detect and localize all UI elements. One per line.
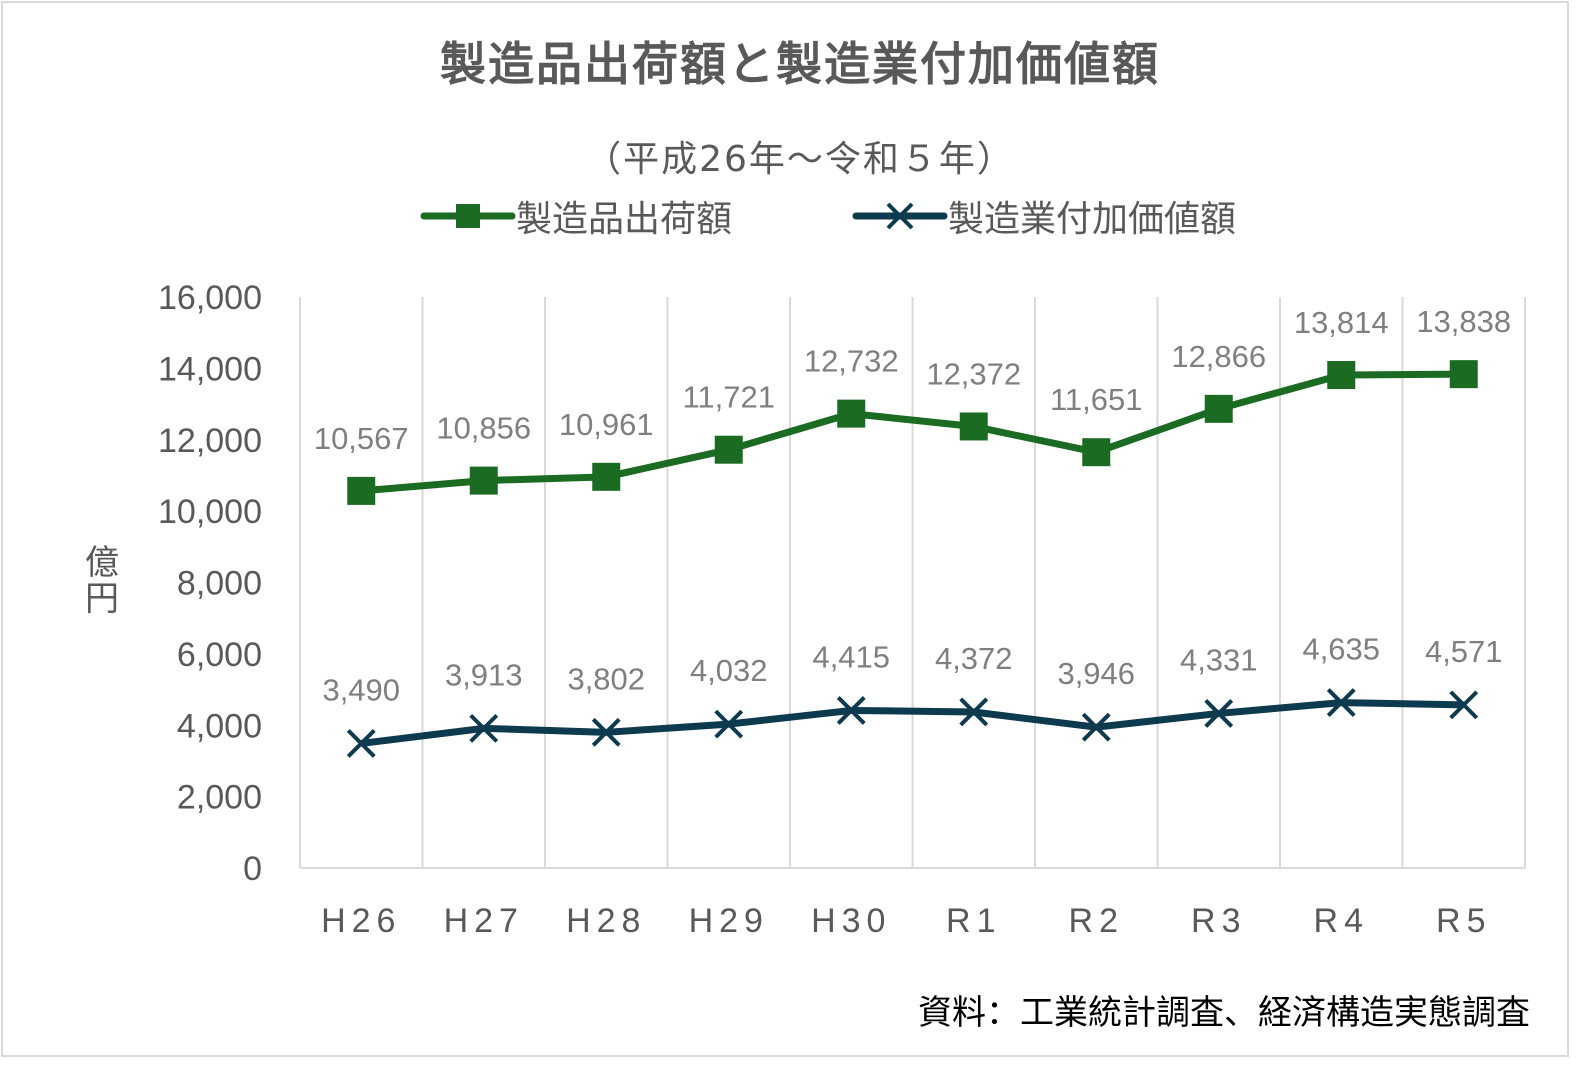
data-label: 10,961	[559, 407, 654, 442]
data-point-x	[836, 696, 866, 725]
data-label: 12,372	[926, 356, 1021, 391]
data-label: 10,567	[314, 421, 409, 456]
data-label: 13,838	[1416, 304, 1511, 339]
data-point-x	[1449, 690, 1479, 720]
data-point-x	[959, 697, 989, 727]
data-point-square	[714, 435, 743, 464]
data-label: 3,490	[322, 672, 400, 707]
x-tick-label: H26	[321, 902, 401, 940]
x-tick-label: R5	[1436, 902, 1491, 940]
chart-subtitle: （平成26年～令和５年）	[585, 139, 1015, 180]
data-label: 4,571	[1425, 634, 1503, 669]
data-point-square	[469, 466, 498, 495]
x-tick-label: R4	[1314, 902, 1369, 940]
x-tick-label: R3	[1191, 902, 1246, 940]
data-label: 3,946	[1057, 656, 1135, 691]
legend-item-value-added: 製造業付加価値額	[852, 190, 1236, 242]
legend-item-shipments: 製造品出荷額	[420, 190, 732, 242]
data-point-x	[591, 717, 621, 747]
data-point-x	[1081, 712, 1111, 742]
data-label: 10,856	[436, 411, 531, 446]
data-point-x	[714, 709, 744, 739]
data-label: 4,032	[690, 653, 768, 688]
data-point-x	[1204, 699, 1234, 728]
x-tick-label: H29	[689, 902, 769, 940]
source-note: 資料：工業統計調査、経済構造実態調査	[918, 993, 1530, 1033]
data-point-x	[469, 713, 499, 743]
data-point-square	[837, 399, 866, 428]
data-label: 11,651	[1050, 382, 1143, 417]
y-tick-label: 14,000	[158, 350, 262, 388]
data-point-square	[592, 462, 621, 491]
legend-label-value-added: 製造業付加価値額	[948, 199, 1237, 240]
data-label: 11,721	[682, 380, 775, 415]
data-point-square	[1449, 360, 1478, 389]
series-line-1	[360, 699, 1464, 747]
y-tick-label: 2,000	[177, 779, 262, 817]
data-point-square	[1204, 394, 1233, 423]
series-line-0	[360, 370, 1464, 495]
chart-frame	[1, 1, 1569, 1057]
data-point-square	[959, 412, 988, 441]
y-tick-label: 10,000	[158, 493, 262, 531]
data-point-square	[347, 476, 376, 505]
y-tick-label: 12,000	[158, 422, 262, 460]
legend: 製造品出荷額 製造業付加価値額	[420, 190, 1356, 242]
x-tick-label: R1	[946, 902, 1001, 940]
x-tick-label: H30	[811, 902, 891, 940]
y-tick-label: 6,000	[177, 636, 262, 674]
x-tick-label: R2	[1069, 902, 1124, 940]
data-point-x	[1326, 688, 1356, 718]
x-marker-icon	[852, 202, 948, 230]
x-tick-label: H27	[444, 902, 524, 940]
square-marker-icon	[420, 204, 516, 228]
data-label: 4,415	[812, 639, 890, 674]
y-tick-label: 8,000	[177, 565, 262, 603]
data-label: 3,913	[445, 657, 523, 692]
data-label: 3,802	[567, 661, 645, 696]
y-tick-label: 0	[243, 850, 262, 888]
y-tick-label: 4,000	[177, 707, 262, 745]
data-label: 12,732	[804, 344, 899, 379]
legend-label-shipments: 製造品出荷額	[516, 199, 733, 240]
data-label: 12,866	[1171, 339, 1266, 374]
data-label: 4,331	[1180, 642, 1258, 677]
data-point-x	[346, 729, 376, 758]
chart-title: 製造品出荷額と製造業付加価値額	[440, 37, 1160, 91]
y-tick-label: 16,000	[158, 279, 262, 317]
data-label: 4,635	[1302, 632, 1380, 667]
data-label: 13,814	[1294, 305, 1389, 340]
data-point-square	[1327, 361, 1356, 390]
y-axis-label: 億円	[85, 543, 119, 619]
x-tick-label: H28	[566, 902, 646, 940]
data-point-square	[1082, 438, 1111, 467]
data-label: 4,372	[935, 641, 1013, 676]
